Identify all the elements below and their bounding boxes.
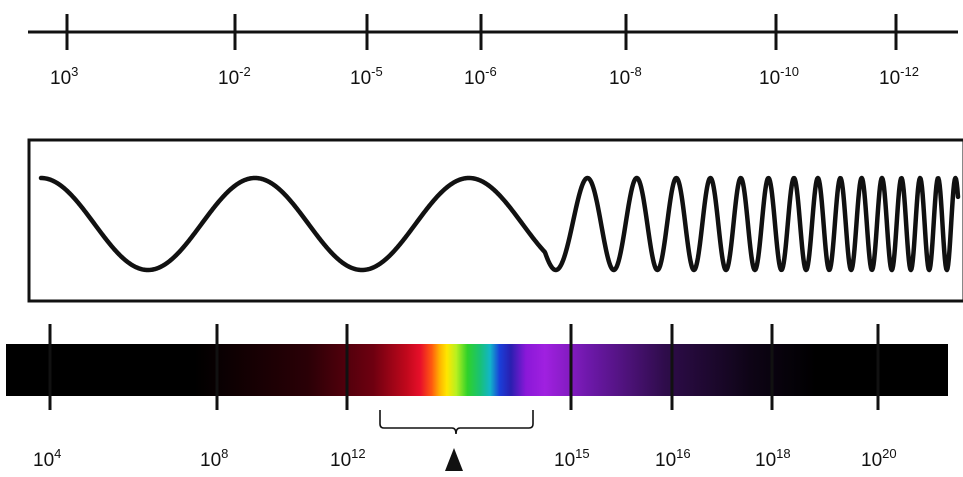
frequency-tick-base: 10 [33,450,54,471]
wavelength-tick-exponent: -12 [900,64,919,79]
frequency-tick-exponent: 18 [776,446,790,461]
electromagnetic-wave [38,175,961,273]
frequency-tick-base: 10 [655,450,676,471]
wavelength-tick-exponent: -6 [485,64,497,79]
frequency-tick-base: 10 [554,450,575,471]
wavelength-tick-exponent: 3 [71,64,78,79]
wavelength-tick-label: 10-12 [879,64,919,89]
wave-frame [27,138,963,303]
frequency-tick-base: 10 [200,450,221,471]
wavelength-tick-label: 10-6 [464,64,497,89]
visible-range-bracket [379,410,534,471]
wavelength-tick-base: 10 [879,68,900,89]
frequency-tick-base: 10 [755,450,776,471]
wavelength-tick-base: 10 [759,68,780,89]
wavelength-axis: 103 10-2 10-5 10-6 10-8 10-10 10-12 [28,14,958,89]
frequency-tick-label: 1012 [330,446,366,471]
wavelength-tick-exponent: -10 [780,64,799,79]
frequency-tick-exponent: 16 [676,446,690,461]
wavelength-tick-base: 10 [50,68,71,89]
frequency-tick-label: 1020 [861,446,897,471]
wavelength-tick-base: 10 [350,68,371,89]
frequency-tick-exponent: 15 [575,446,589,461]
wavelength-tick-base: 10 [609,68,630,89]
frequency-tick-exponent: 12 [351,446,365,461]
frequency-tick-label: 1015 [554,446,590,471]
visible-range-brace [379,410,534,435]
wavelength-tick-exponent: -8 [630,64,642,79]
frequency-tick-base: 10 [330,450,351,471]
wavelength-tick-base: 10 [464,68,485,89]
wavelength-tick-label: 10-5 [350,64,383,89]
wavelength-tick-label: 103 [50,64,78,89]
frequency-tick-label: 108 [200,446,228,471]
frequency-tick-exponent: 8 [221,446,228,461]
wavelength-tick-exponent: -2 [239,64,251,79]
frequency-tick-label: 1018 [755,446,791,471]
wavelength-tick-label: 10-10 [759,64,799,89]
frequency-tick-exponent: 20 [882,446,896,461]
frequency-tick-exponent: 4 [54,446,61,461]
wavelength-tick-label: 10-8 [609,64,642,89]
wavelength-ticks: 103 10-2 10-5 10-6 10-8 10-10 10-12 [50,14,919,89]
spectrum-bar [6,344,948,396]
visible-range-marker-icon [445,448,463,471]
frequency-tick-label: 104 [33,446,61,471]
frequency-ticks: 104 108 1012 1015 1016 1018 1020 [33,324,897,471]
wavelength-tick-label: 10-2 [218,64,251,89]
wavelength-tick-base: 10 [218,68,239,89]
wavelength-tick-exponent: -5 [371,64,383,79]
frequency-tick-base: 10 [861,450,882,471]
frequency-tick-label: 1016 [655,446,691,471]
frequency-axis: 104 108 1012 1015 1016 1018 1020 [6,324,948,471]
wave-panel [27,138,963,303]
